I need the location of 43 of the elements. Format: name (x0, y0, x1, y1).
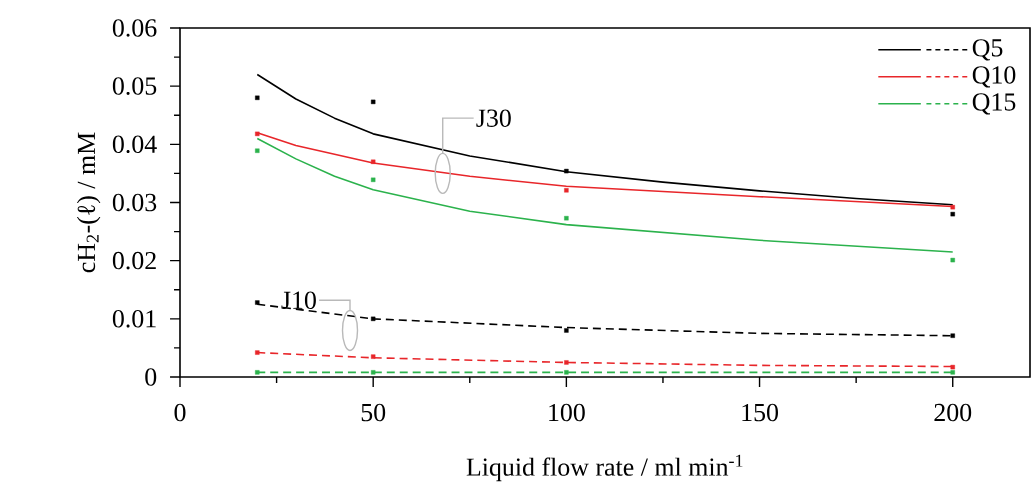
y-tick-label: 0.02 (112, 251, 156, 270)
point (564, 328, 569, 333)
point (255, 131, 260, 137)
legend-label: Q5 (972, 39, 1003, 61)
legend-label: Q15 (972, 93, 1016, 115)
x-tick-label: 100 (549, 403, 585, 422)
x-tick-label: 50 (361, 403, 386, 422)
point (950, 204, 955, 210)
point (255, 350, 260, 355)
point (255, 95, 260, 100)
point (370, 316, 376, 322)
y-tick-label: 0.06 (112, 19, 157, 37)
point (950, 257, 955, 263)
point (950, 333, 955, 338)
point (564, 370, 569, 375)
point (370, 159, 376, 164)
point (370, 177, 376, 182)
legend-label: Q10 (972, 66, 1016, 88)
point (950, 370, 955, 375)
point (564, 216, 569, 221)
y-tick-label: 0.01 (112, 310, 156, 328)
point (370, 354, 376, 359)
point (564, 168, 569, 174)
y-tick-label: 0.05 (112, 77, 157, 95)
point (564, 360, 569, 365)
annotation: J30 (476, 109, 511, 127)
y-tick-label: 0.04 (112, 135, 157, 154)
point (950, 211, 955, 217)
annotation: J10 (281, 291, 316, 309)
y-tick-label: 0 (145, 368, 157, 386)
y-axis-title: cH$_{2}$-(ℓ) / mM (76, 132, 101, 273)
x-axis-title: Liquid flow rate / ml min$^{-1}$ (466, 454, 743, 482)
point (255, 148, 260, 153)
point (255, 300, 260, 305)
point (950, 364, 955, 370)
point (370, 99, 376, 105)
point (564, 188, 569, 193)
point (255, 370, 260, 375)
point (370, 370, 376, 375)
y-tick-label: 0.03 (112, 193, 157, 212)
x-tick-label: 0 (174, 403, 186, 422)
x-tick-label: 200 (934, 403, 972, 422)
x-tick-label: 150 (742, 403, 778, 422)
